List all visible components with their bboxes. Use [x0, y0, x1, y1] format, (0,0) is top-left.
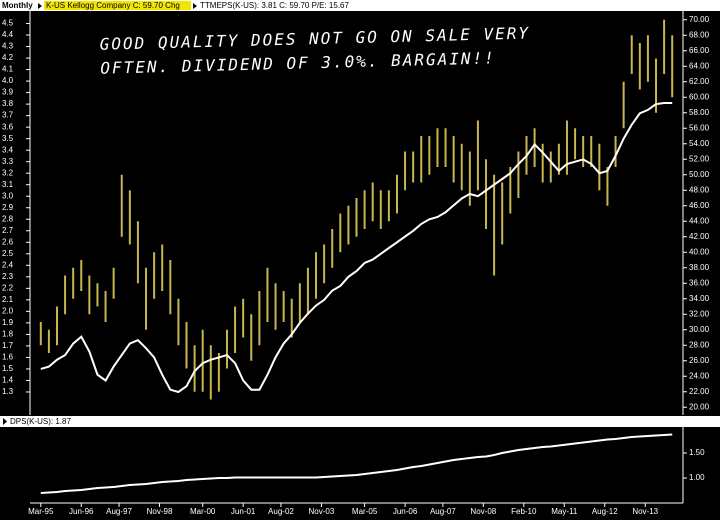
y2-tick-label: 56.00: [689, 123, 710, 132]
y2-tick-label: 60.00: [689, 92, 710, 101]
y-tick-label: 1.4: [2, 376, 14, 385]
y2-tick-label: 52.00: [689, 154, 710, 163]
y-tick-label: 3.6: [2, 122, 14, 131]
y-tick-label: 1.3: [2, 387, 14, 396]
y2-tick-label: 44.00: [689, 216, 710, 225]
y2-tick-label: 64.00: [689, 61, 710, 70]
y2-tick-label: 54.00: [689, 139, 710, 148]
y2-tick-label: 50.00: [689, 170, 710, 179]
y2-tick-label: 30.00: [689, 325, 710, 334]
y-tick-label: 2.7: [2, 226, 14, 235]
y-tick-label: 4.0: [2, 76, 14, 85]
y-tick-label: 4.3: [2, 42, 14, 51]
y-tick-label: 2.9: [2, 203, 14, 212]
legend-highlight: [44, 1, 191, 10]
y-tick-label: 3.2: [2, 168, 14, 177]
y2-tick-label: 28.00: [689, 340, 710, 349]
y2-tick-label: 32.00: [689, 309, 710, 318]
y-tick-label: 3.5: [2, 134, 14, 143]
y2-tick-label: 46.00: [689, 201, 710, 210]
y2-tick-label: 34.00: [689, 294, 710, 303]
y-tick-label: 3.3: [2, 157, 14, 166]
x-tick-label: Nov-08: [470, 507, 496, 516]
y2-tick-label: 22.00: [689, 387, 710, 396]
y-tick-label: 2.0: [2, 306, 14, 315]
y-tick-label: 1.6: [2, 353, 14, 362]
y2-tick-label: 62.00: [689, 77, 710, 86]
y-tick-label: 1.8: [2, 330, 14, 339]
y-tick-label: 2.1: [2, 295, 14, 304]
y-tick-label: 4.5: [2, 19, 14, 28]
y-tick-label: 4.2: [2, 53, 14, 62]
y-tick-label: 1.9: [2, 318, 14, 327]
dps-header-bar: [0, 416, 720, 427]
y-tick-label: 3.4: [2, 145, 14, 154]
y-tick-label: 4.1: [2, 65, 14, 74]
y2-tick-label: 20.00: [689, 402, 710, 411]
line: [40, 102, 673, 394]
x-tick-label: Aug-12: [592, 507, 618, 516]
x-tick-label: Mar-05: [352, 507, 378, 516]
y2-tick-label: 42.00: [689, 232, 710, 241]
y-tick-label: 3.7: [2, 111, 14, 120]
x-tick-label: Feb-10: [511, 507, 537, 516]
interval: Monthly: [2, 1, 33, 10]
y-tick-label: 3.8: [2, 99, 14, 108]
y2-tick-label: 40.00: [689, 247, 710, 256]
x-tick-label: Aug-97: [106, 507, 132, 516]
y-tick-label: 2.5: [2, 249, 14, 258]
x-tick-label: Nov-98: [147, 507, 173, 516]
y2-tick-label: 68.00: [689, 30, 710, 39]
y2-tick-label: 58.00: [689, 108, 710, 117]
x-tick-label: Jun-96: [69, 507, 94, 516]
eps-legend: TTMEPS(K-US): 3.81 C: 59.70 P/E: 15.67: [200, 1, 350, 10]
y-tick-label: 3.9: [2, 88, 14, 97]
x-tick-label: Mar-00: [190, 507, 216, 516]
y2-tick-label: 38.00: [689, 263, 710, 272]
x-tick-label: Mar-95: [28, 507, 54, 516]
x-tick-label: Jun-06: [393, 507, 418, 516]
x-tick-label: Aug-02: [268, 507, 294, 516]
y2-tick-label: 70.00: [689, 15, 710, 24]
y2-tick-label: 66.00: [689, 46, 710, 55]
y2-tick-label: 24.00: [689, 371, 710, 380]
y-tick-label: 1.5: [2, 364, 14, 373]
dps-legend: DPS(K-US): 1.87: [10, 417, 71, 426]
y-tick-label: 1.7: [2, 341, 14, 350]
x-tick-label: Nov-13: [632, 507, 658, 516]
arrow-icon: [193, 3, 197, 9]
y-tick-label: 1.00: [689, 473, 705, 482]
y-tick-label: 4.4: [2, 30, 14, 39]
header-bar: [0, 0, 720, 11]
price-legend: K-US Kellogg Company C: 59.70 Chg: [46, 1, 180, 10]
y2-tick-label: 36.00: [689, 278, 710, 287]
line: [40, 433, 673, 494]
y-tick-label: 2.4: [2, 260, 14, 269]
y-tick-label: 2.8: [2, 214, 14, 223]
arrow-icon: [3, 418, 7, 425]
y-tick-label: 3.1: [2, 180, 14, 189]
y2-tick-label: 48.00: [689, 185, 710, 194]
x-tick-label: Nov-03: [309, 507, 335, 516]
y-tick-label: 2.3: [2, 272, 14, 281]
y-tick-label: 1.50: [689, 448, 705, 457]
y-tick-label: 2.2: [2, 283, 14, 292]
y-tick-label: 3.0: [2, 191, 14, 200]
y-tick-label: 2.6: [2, 237, 14, 246]
arrow-icon: [38, 3, 42, 9]
y2-tick-label: 26.00: [689, 356, 710, 365]
x-tick-label: May-11: [551, 507, 578, 516]
x-tick-label: Jun-01: [231, 507, 256, 516]
x-tick-label: Aug-07: [430, 507, 456, 516]
